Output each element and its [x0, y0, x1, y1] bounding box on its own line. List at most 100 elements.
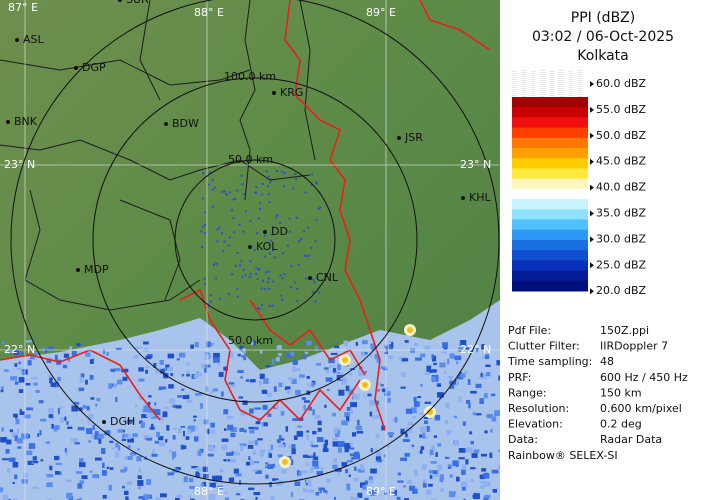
echo [7, 350, 14, 354]
echo [332, 413, 336, 417]
echo [304, 351, 309, 355]
echo [422, 479, 427, 484]
legend-pointer [590, 262, 594, 269]
echo [344, 443, 351, 449]
echo [204, 367, 208, 373]
echo [32, 486, 39, 489]
info-key: Time sampling: [507, 355, 592, 368]
no-data-check [540, 90, 545, 91]
echo [310, 246, 313, 249]
echo [324, 439, 329, 446]
echo [420, 353, 426, 358]
grid-label: 22° N [4, 343, 35, 356]
no-data-check [559, 89, 564, 90]
no-data-check [530, 72, 536, 73]
echo [153, 409, 161, 416]
echo [357, 492, 363, 498]
echo [267, 413, 272, 417]
no-data-check [540, 76, 545, 77]
echo [172, 427, 178, 430]
echo [175, 467, 181, 471]
grid-label: 88° E [194, 485, 224, 498]
echo [462, 421, 466, 426]
echo [473, 449, 480, 453]
echo [337, 364, 341, 371]
echo [229, 458, 237, 463]
echo [270, 495, 275, 500]
echo [106, 466, 110, 470]
echo [138, 378, 145, 382]
place-dot [74, 66, 78, 70]
echo [470, 349, 473, 353]
echo [11, 432, 17, 438]
echo [94, 431, 99, 435]
echo [479, 398, 484, 405]
echo [249, 429, 255, 434]
echo [276, 345, 282, 350]
no-data-check [549, 70, 555, 71]
echo [420, 383, 423, 387]
no-data-check [559, 80, 564, 81]
info-key: Data: [508, 433, 538, 446]
echo [313, 281, 316, 284]
echo [259, 449, 266, 454]
color-band [512, 250, 588, 261]
echo [136, 456, 142, 462]
echo [230, 432, 236, 438]
no-data-check [540, 86, 545, 87]
echo [228, 352, 234, 359]
range-rings [10, 0, 500, 485]
echo [281, 298, 284, 301]
no-data-check [549, 73, 555, 74]
panel-time: 03:02 / 06-Oct-2025 [532, 29, 674, 45]
echo [242, 400, 248, 406]
no-data-check [577, 73, 583, 74]
echo [242, 230, 245, 233]
echo [418, 412, 423, 415]
echo [303, 230, 306, 233]
color-band [512, 137, 588, 149]
echo [343, 340, 348, 347]
echo [401, 372, 406, 377]
no-data-check [530, 85, 536, 86]
no-data-check [521, 93, 527, 94]
echo [19, 408, 22, 413]
echo [256, 232, 259, 235]
place-label: SUR [126, 0, 149, 6]
no-data-check [540, 84, 545, 85]
place-label: ASL [23, 33, 45, 46]
echo [40, 459, 44, 462]
echo [17, 446, 22, 449]
no-data-check [559, 83, 564, 84]
color-band [512, 158, 588, 169]
echo [71, 350, 77, 356]
echo [154, 402, 157, 406]
legend-label: 35.0 dBZ [596, 207, 647, 220]
echo [275, 214, 278, 217]
echo [345, 415, 350, 422]
echo [265, 464, 268, 467]
no-data-check [577, 84, 583, 85]
echo [463, 484, 466, 490]
echo [82, 404, 87, 409]
no-data-check [568, 86, 574, 87]
echo [357, 419, 360, 426]
echo [247, 444, 254, 449]
echo [361, 351, 365, 357]
no-data-check [540, 80, 545, 81]
echo [115, 451, 119, 458]
echo [268, 481, 273, 488]
echo [290, 492, 293, 498]
echo [332, 437, 339, 441]
no-data-check [540, 78, 545, 79]
echo [323, 489, 327, 493]
no-data-check [577, 94, 583, 95]
echo [91, 357, 95, 361]
echo [55, 471, 60, 475]
echo [353, 453, 361, 460]
echo [313, 456, 319, 461]
no-data-check [559, 76, 564, 77]
echo [250, 341, 254, 345]
echo [422, 483, 427, 488]
no-data-check [568, 75, 574, 76]
